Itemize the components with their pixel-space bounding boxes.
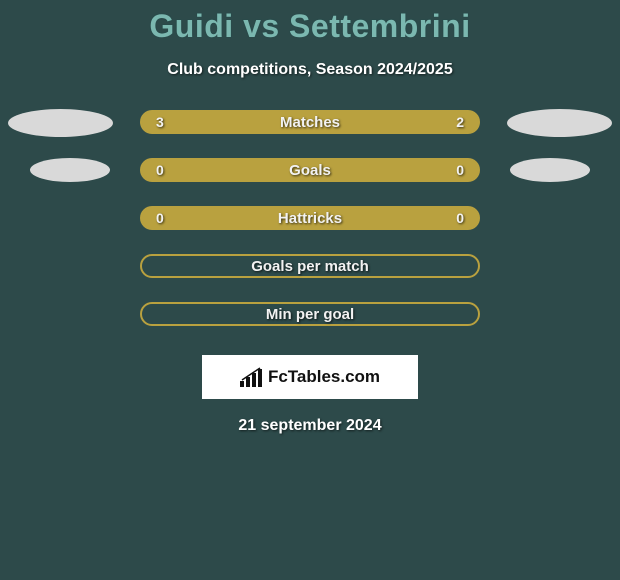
stat-rows: Matches 3 2 Goals 0 0 Hattricks 0 0 Goals per mat…: [0, 109, 620, 327]
stat-right-value: 0: [456, 162, 464, 178]
stat-bar: Goals 0 0: [140, 158, 480, 182]
page-title: Guidi vs Settembrini: [0, 0, 620, 45]
stat-row: Hattricks 0 0: [0, 205, 620, 231]
stat-label: Matches: [280, 114, 340, 131]
stat-bar: Matches 3 2: [140, 110, 480, 134]
stat-right-value: 2: [456, 114, 464, 130]
stat-row: Min per goal: [0, 301, 620, 327]
stat-label: Min per goal: [266, 306, 354, 323]
stat-bar: Hattricks 0 0: [140, 206, 480, 230]
left-marker-ellipse: [30, 158, 110, 182]
subtitle: Club competitions, Season 2024/2025: [0, 61, 620, 79]
stat-left-value: 0: [156, 162, 164, 178]
stat-bar: Goals per match: [140, 254, 480, 278]
date-text: 21 september 2024: [0, 417, 620, 435]
left-marker-ellipse: [8, 109, 113, 137]
bar-chart-icon: [240, 367, 264, 387]
stat-left-value: 0: [156, 210, 164, 226]
stat-row: Goals 0 0: [0, 157, 620, 183]
brand-text: FcTables.com: [268, 367, 380, 387]
comparison-infographic: Guidi vs Settembrini Club competitions, …: [0, 0, 620, 580]
stat-left-value: 3: [156, 114, 164, 130]
stat-label: Goals: [289, 162, 331, 179]
stat-label: Goals per match: [251, 258, 369, 275]
stat-bar: Min per goal: [140, 302, 480, 326]
stat-row: Matches 3 2: [0, 109, 620, 135]
stat-right-value: 0: [456, 210, 464, 226]
stat-row: Goals per match: [0, 253, 620, 279]
stat-label: Hattricks: [278, 210, 342, 227]
right-marker-ellipse: [510, 158, 590, 182]
right-marker-ellipse: [507, 109, 612, 137]
brand-box: FcTables.com: [202, 355, 418, 399]
